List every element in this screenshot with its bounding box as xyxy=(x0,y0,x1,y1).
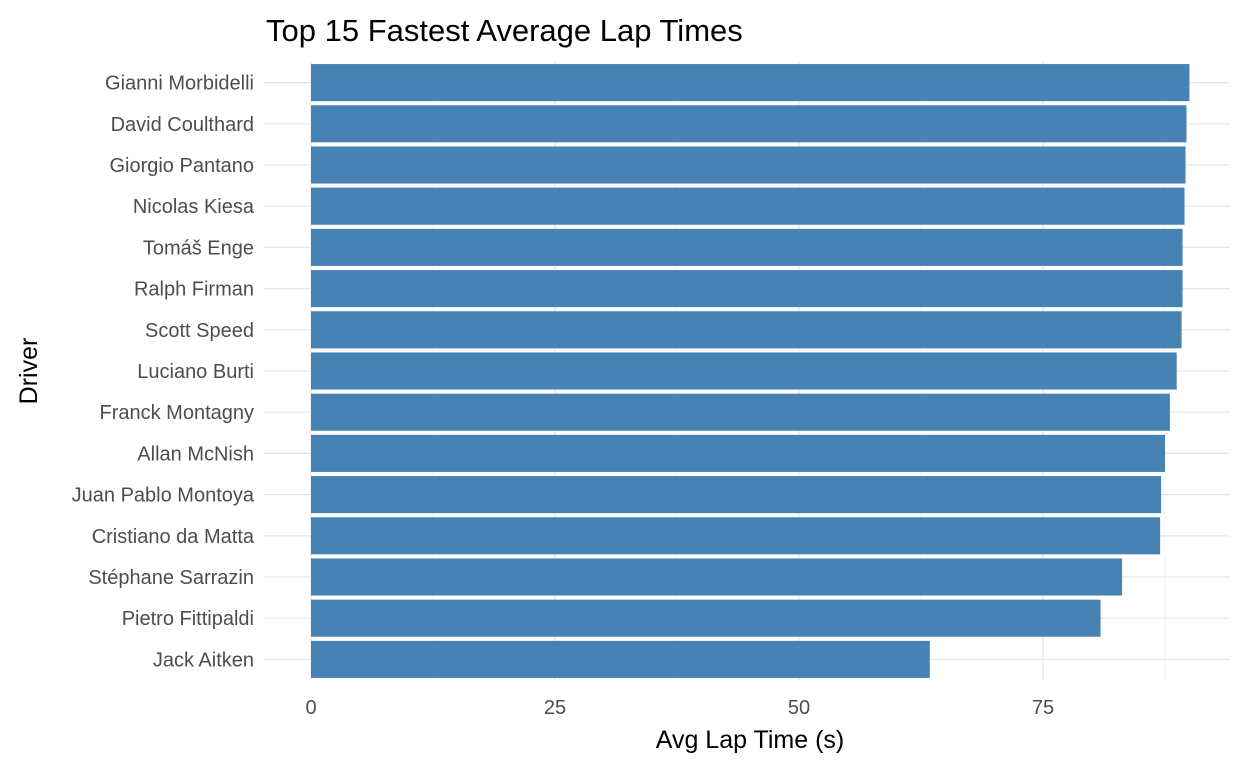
y-tick-label-12: Stéphane Sarrazin xyxy=(88,567,254,589)
y-tick-label-7: Luciano Burti xyxy=(137,361,254,383)
y-tick-labels: Gianni Morbidelli David Coulthard Giorgio … xyxy=(72,73,255,672)
y-tick-label-0: Gianni Morbidelli xyxy=(105,73,254,95)
y-tick-label-11: Cristiano da Matta xyxy=(92,526,255,548)
bar-10 xyxy=(311,476,1162,514)
x-tick-label-3: 75 xyxy=(1032,697,1054,719)
y-tick-label-3: Nicolas Kiesa xyxy=(133,196,255,218)
bar-8 xyxy=(311,393,1170,431)
bar-6 xyxy=(311,311,1182,349)
bar-9 xyxy=(311,434,1165,472)
x-tick-label-0: 0 xyxy=(305,697,316,719)
y-tick-label-10: Juan Pablo Montoya xyxy=(72,485,255,507)
bars xyxy=(311,64,1190,678)
x-tick-label-1: 25 xyxy=(544,697,566,719)
y-tick-label-14: Jack Aitken xyxy=(153,649,254,671)
bar-5 xyxy=(311,270,1183,308)
y-tick-label-13: Pietro Fittipaldi xyxy=(122,608,254,630)
bar-1 xyxy=(311,105,1187,143)
bar-14 xyxy=(311,640,930,678)
bar-7 xyxy=(311,352,1177,390)
y-tick-label-1: David Coulthard xyxy=(111,114,254,136)
y-tick-label-5: Ralph Firman xyxy=(134,279,254,301)
x-axis-title: Avg Lap Time (s) xyxy=(656,726,845,754)
y-tick-label-9: Allan McNish xyxy=(137,443,254,465)
x-tick-label-2: 50 xyxy=(788,697,810,719)
bar-2 xyxy=(311,146,1186,184)
y-tick-label-2: Giorgio Pantano xyxy=(109,155,254,177)
y-tick-label-6: Scott Speed xyxy=(145,320,254,342)
bar-11 xyxy=(311,517,1161,555)
y-tick-label-8: Franck Montagny xyxy=(99,402,254,424)
bar-3 xyxy=(311,187,1185,225)
bar-12 xyxy=(311,558,1123,596)
y-tick-label-4: Tomáš Enge xyxy=(143,237,254,259)
bar-13 xyxy=(311,599,1101,637)
bar-0 xyxy=(311,64,1190,102)
chart-title: Top 15 Fastest Average Lap Times xyxy=(266,13,743,48)
x-tick-labels: 0 25 50 75 xyxy=(305,697,1054,719)
bar-4 xyxy=(311,228,1183,266)
y-axis-title: Driver xyxy=(15,338,43,405)
